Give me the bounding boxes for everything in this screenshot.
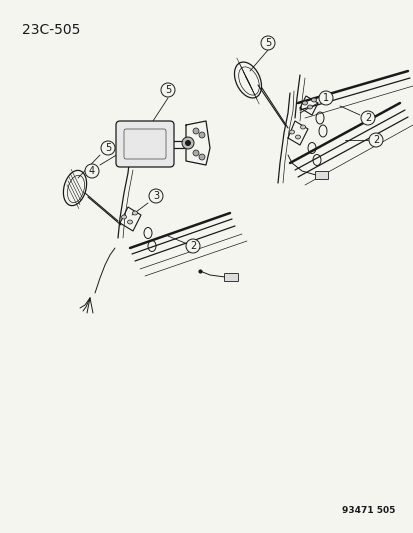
Circle shape	[149, 189, 163, 203]
Ellipse shape	[295, 135, 300, 139]
Circle shape	[318, 91, 332, 105]
Ellipse shape	[132, 211, 137, 215]
FancyBboxPatch shape	[315, 172, 328, 180]
Ellipse shape	[302, 101, 307, 105]
Circle shape	[101, 141, 115, 155]
Ellipse shape	[300, 125, 305, 129]
Circle shape	[199, 154, 204, 160]
Text: 4: 4	[89, 166, 95, 176]
Text: 5: 5	[104, 143, 111, 153]
Ellipse shape	[307, 105, 312, 109]
Circle shape	[368, 133, 382, 147]
Text: 1: 1	[322, 93, 328, 103]
Text: 23C-505: 23C-505	[22, 23, 80, 37]
Circle shape	[85, 164, 99, 178]
Text: 2: 2	[372, 135, 378, 145]
Text: 5: 5	[164, 85, 171, 95]
Circle shape	[260, 36, 274, 50]
Ellipse shape	[311, 98, 316, 102]
Text: 5: 5	[264, 38, 271, 48]
Circle shape	[360, 111, 374, 125]
Text: 2: 2	[364, 113, 370, 123]
Circle shape	[192, 128, 199, 134]
Ellipse shape	[127, 220, 132, 224]
Ellipse shape	[121, 215, 126, 219]
Circle shape	[185, 239, 199, 253]
Circle shape	[199, 132, 204, 138]
Text: 3: 3	[152, 191, 159, 201]
Circle shape	[161, 83, 175, 97]
Text: 2: 2	[190, 241, 196, 251]
FancyBboxPatch shape	[116, 121, 173, 167]
Circle shape	[185, 140, 190, 146]
Text: 93471 505: 93471 505	[341, 506, 394, 515]
Ellipse shape	[289, 130, 294, 134]
Circle shape	[192, 150, 199, 156]
FancyBboxPatch shape	[224, 273, 238, 281]
Circle shape	[182, 137, 194, 149]
